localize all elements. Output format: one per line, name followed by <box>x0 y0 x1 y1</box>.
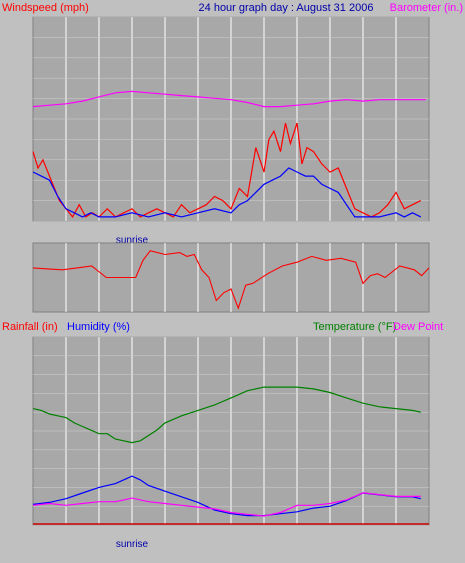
series-line-magenta <box>32 90 426 108</box>
temperature-panel-grid <box>33 336 429 526</box>
series-line-red <box>32 122 422 218</box>
sunrise-label-top: sunrise <box>116 235 149 246</box>
wind-panel-grid <box>33 16 429 222</box>
temperature-panel-series <box>32 386 429 525</box>
wind-direction-line <box>32 250 430 310</box>
wind-panel-series <box>32 90 426 218</box>
graph-title: 24 hour graph day : August 31 2006 <box>199 2 374 14</box>
direction-panel-series <box>32 250 430 310</box>
dewpoint-axis-title: Dew Point <box>393 321 443 333</box>
rainfall-axis-title: Rainfall (in) <box>2 321 58 333</box>
series-line-magenta <box>32 492 421 517</box>
barometer-axis-title: Barometer (in.) <box>390 2 463 14</box>
series-line-blue <box>32 167 422 218</box>
temperature-axis-title: Temperature (°F) <box>313 321 396 333</box>
series-line-green <box>32 386 421 444</box>
sunrise-label-bottom: sunrise <box>116 539 149 550</box>
windspeed-axis-title: Windspeed (mph) <box>2 2 89 14</box>
humidity-axis-title: Humidity (%) <box>67 321 130 333</box>
direction-panel-grid <box>65 243 397 312</box>
